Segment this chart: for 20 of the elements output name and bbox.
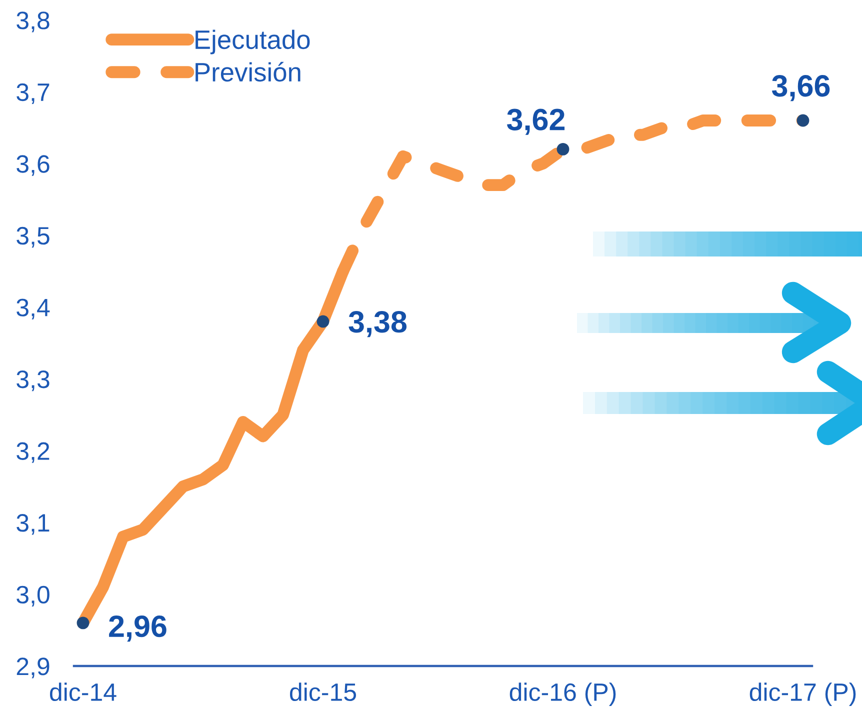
y-tick-label: 3,7 <box>16 83 50 104</box>
y-tick-label: 2,9 <box>16 658 50 678</box>
y-tick-label: 3,5 <box>16 226 50 248</box>
data-label: 3,38 <box>348 311 407 338</box>
y-tick-label: 3,1 <box>16 514 50 535</box>
x-tick-label: dic-15 <box>290 682 356 702</box>
data-label: 3,66 <box>772 75 830 102</box>
data-label: 3,62 <box>506 108 565 135</box>
x-tick-label: dic-17 (P) <box>750 682 856 706</box>
y-tick-label: 3,4 <box>16 298 50 320</box>
y-tick-label: 3,6 <box>16 155 50 176</box>
data-label: 2,96 <box>109 616 166 642</box>
y-tick-label: 3,2 <box>16 442 50 463</box>
y-tick-label: 3,8 <box>16 12 50 32</box>
x-tick-label: dic-14 <box>50 682 116 702</box>
legend-label: Ejecutado <box>196 30 310 54</box>
y-tick-label: 3,3 <box>16 370 50 392</box>
y-tick-label: 3,0 <box>16 586 50 606</box>
x-tick-label: dic-16 (P) <box>510 682 616 706</box>
legend-label: Previsión <box>196 62 300 82</box>
